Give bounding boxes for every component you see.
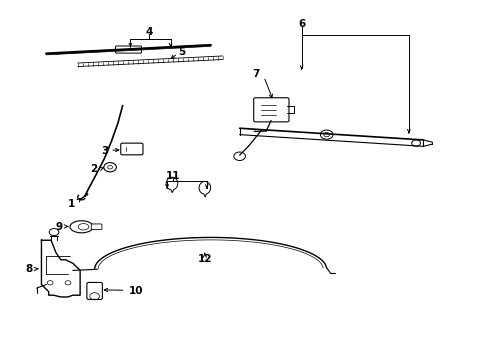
FancyBboxPatch shape xyxy=(87,283,102,300)
Polygon shape xyxy=(199,181,210,197)
Text: 6: 6 xyxy=(297,19,305,29)
Text: 4: 4 xyxy=(145,27,152,37)
FancyBboxPatch shape xyxy=(115,46,141,53)
Text: 1: 1 xyxy=(68,199,75,209)
Text: 5: 5 xyxy=(178,47,185,57)
Text: 9: 9 xyxy=(55,222,62,232)
Text: 10: 10 xyxy=(128,285,142,296)
Polygon shape xyxy=(166,177,178,193)
Text: 3: 3 xyxy=(101,145,108,156)
FancyBboxPatch shape xyxy=(253,98,288,122)
Text: 12: 12 xyxy=(197,254,212,264)
FancyBboxPatch shape xyxy=(121,143,142,155)
Text: 11: 11 xyxy=(165,171,180,181)
Text: 7: 7 xyxy=(252,69,259,79)
Text: 8: 8 xyxy=(25,264,33,274)
Text: 2: 2 xyxy=(90,165,97,174)
FancyBboxPatch shape xyxy=(91,224,102,230)
